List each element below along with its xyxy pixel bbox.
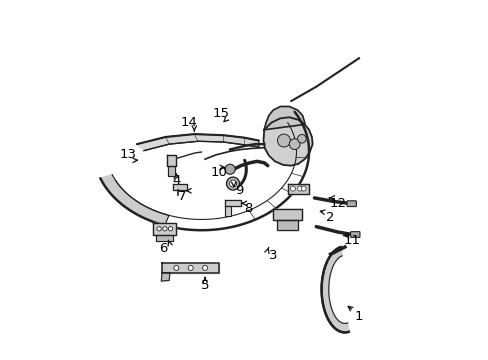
Circle shape [163, 226, 167, 231]
Circle shape [157, 226, 161, 231]
Polygon shape [137, 134, 258, 150]
Text: 8: 8 [244, 202, 252, 215]
Polygon shape [224, 206, 230, 216]
Polygon shape [276, 220, 298, 230]
Text: 6: 6 [159, 242, 168, 255]
Circle shape [301, 186, 305, 191]
Text: 14: 14 [180, 116, 197, 129]
Circle shape [290, 186, 295, 191]
Text: 9: 9 [234, 184, 243, 197]
Polygon shape [153, 223, 176, 234]
Circle shape [226, 177, 239, 190]
Text: 13: 13 [119, 148, 136, 161]
FancyBboxPatch shape [350, 231, 359, 237]
Text: 4: 4 [172, 174, 180, 186]
Circle shape [168, 226, 172, 231]
Polygon shape [263, 117, 312, 166]
Text: 2: 2 [325, 211, 334, 224]
Circle shape [174, 265, 179, 270]
Polygon shape [172, 184, 187, 190]
Polygon shape [168, 166, 175, 176]
Circle shape [229, 180, 236, 187]
Text: 3: 3 [268, 249, 277, 262]
Circle shape [224, 164, 235, 174]
Polygon shape [162, 263, 219, 273]
FancyBboxPatch shape [346, 201, 356, 207]
Circle shape [297, 186, 302, 191]
Text: 10: 10 [210, 166, 227, 179]
Polygon shape [161, 273, 169, 281]
Text: 5: 5 [201, 279, 209, 292]
Circle shape [277, 134, 290, 147]
Polygon shape [273, 210, 301, 220]
Text: 12: 12 [328, 197, 346, 210]
Circle shape [289, 139, 300, 149]
Polygon shape [167, 155, 176, 166]
Text: 15: 15 [212, 107, 229, 120]
Polygon shape [287, 184, 308, 194]
Polygon shape [264, 107, 304, 130]
Text: 7: 7 [177, 190, 185, 203]
Text: 11: 11 [343, 234, 360, 247]
Polygon shape [321, 247, 348, 332]
Text: 1: 1 [354, 310, 363, 323]
Circle shape [202, 265, 207, 270]
Circle shape [297, 134, 305, 143]
Polygon shape [155, 234, 173, 241]
Polygon shape [100, 175, 169, 225]
Polygon shape [224, 200, 241, 206]
Circle shape [188, 265, 193, 270]
